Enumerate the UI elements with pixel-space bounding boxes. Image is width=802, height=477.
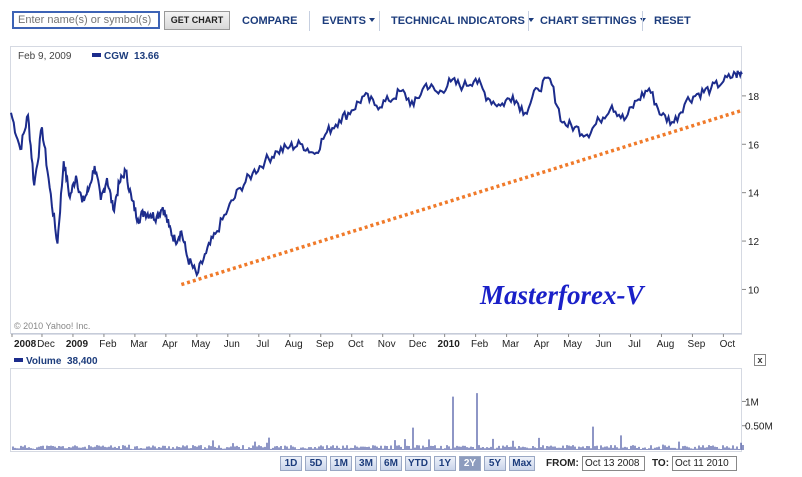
y-tick-label: 18	[748, 92, 760, 103]
series-swatch	[92, 53, 101, 57]
x-tick-label: May	[563, 339, 582, 350]
x-tick-label: Aug	[285, 339, 303, 350]
range-button-2y[interactable]: 2Y	[459, 456, 481, 471]
volume-y-tick-label: 0.50M	[745, 422, 773, 433]
chevron-down-icon	[527, 18, 534, 22]
events-menu[interactable]: EVENTS	[322, 15, 376, 27]
legend-date: Feb 9, 2009	[18, 51, 72, 62]
y-tick-label: 10	[748, 285, 760, 296]
toolbar-divider	[379, 11, 380, 31]
legend-series: CGW 13.66	[92, 51, 159, 62]
range-button-5d[interactable]: 5D	[305, 456, 327, 471]
to-date-input[interactable]: Oct 11 2010	[672, 456, 737, 471]
reset-label: RESET	[654, 15, 691, 27]
range-button-6m[interactable]: 6M	[380, 456, 402, 471]
x-tick-label: Feb	[471, 339, 489, 350]
range-button-1d[interactable]: 1D	[280, 456, 302, 471]
legend-price: 13.66	[134, 51, 160, 62]
x-tick-label: Mar	[130, 339, 148, 350]
y-tick-label: 12	[748, 237, 760, 248]
x-tick-label: Jun	[224, 339, 240, 350]
toolbar-divider	[528, 11, 529, 31]
x-tick-label: Oct	[348, 339, 364, 350]
range-button-1y[interactable]: 1Y	[434, 456, 456, 471]
x-tick-label: 2010	[438, 339, 461, 350]
x-tick-label: Jul	[256, 339, 269, 350]
copyright-text: © 2010 Yahoo! Inc.	[14, 321, 91, 331]
volume-value: 38,400	[66, 356, 98, 367]
chart-toolbar: GET CHART COMPARE EVENTS TECHNICAL INDIC…	[0, 0, 802, 40]
volume-y-tick-label: 1M	[745, 397, 759, 408]
compare-button[interactable]: COMPARE	[242, 15, 297, 27]
range-button-max[interactable]: Max	[509, 456, 535, 471]
x-tick-label: Sep	[688, 339, 706, 350]
x-tick-label: Feb	[99, 339, 117, 350]
toolbar-divider	[642, 11, 643, 31]
x-tick-label: Sep	[316, 339, 334, 350]
chart-settings-label: CHART SETTINGS	[540, 15, 637, 27]
range-button-5y[interactable]: 5Y	[484, 456, 506, 471]
volume-label: Volume	[26, 356, 62, 367]
x-tick-label: Oct	[720, 339, 736, 350]
x-tick-label: 2009	[66, 339, 89, 350]
volume-chart-panel[interactable]	[10, 368, 742, 452]
volume-swatch	[14, 358, 23, 362]
x-tick-label: May	[191, 339, 210, 350]
x-tick-label: Jun	[595, 339, 611, 350]
close-volume-button[interactable]: x	[754, 354, 766, 366]
x-tick-label: Aug	[657, 339, 675, 350]
x-tick-label: Dec	[37, 339, 55, 350]
x-tick-label: Dec	[409, 339, 427, 350]
y-tick-label: 16	[748, 140, 760, 151]
symbol-search-input[interactable]	[12, 11, 160, 29]
x-tick-label: Apr	[162, 339, 178, 350]
range-button-3m[interactable]: 3M	[355, 456, 377, 471]
from-label: FROM:	[546, 458, 579, 469]
range-button-ytd[interactable]: YTD	[405, 456, 431, 471]
chart-settings-menu[interactable]: CHART SETTINGS	[540, 15, 646, 27]
get-chart-button[interactable]: GET CHART	[164, 11, 230, 30]
to-label: TO:	[652, 458, 670, 469]
chevron-down-icon	[369, 18, 376, 22]
technical-indicators-menu[interactable]: TECHNICAL INDICATORS	[391, 15, 534, 27]
x-tick-label: Mar	[502, 339, 520, 350]
range-button-1m[interactable]: 1M	[330, 456, 352, 471]
toolbar-divider	[309, 11, 310, 31]
compare-label: COMPARE	[242, 15, 298, 27]
events-label: EVENTS	[322, 15, 367, 27]
y-tick-label: 14	[748, 189, 760, 200]
x-tick-label: 2008	[14, 339, 37, 350]
technical-indicators-label: TECHNICAL INDICATORS	[391, 15, 525, 27]
x-tick-label: Apr	[534, 339, 550, 350]
watermark-text: Masterforex-V	[480, 280, 644, 310]
volume-legend: Volume 38,400	[14, 356, 98, 367]
from-date-input[interactable]: Oct 13 2008	[582, 456, 645, 471]
reset-button[interactable]: RESET	[654, 15, 691, 27]
x-tick-label: Jul	[628, 339, 641, 350]
legend-symbol: CGW	[104, 51, 129, 62]
x-tick-label: Nov	[378, 339, 396, 350]
